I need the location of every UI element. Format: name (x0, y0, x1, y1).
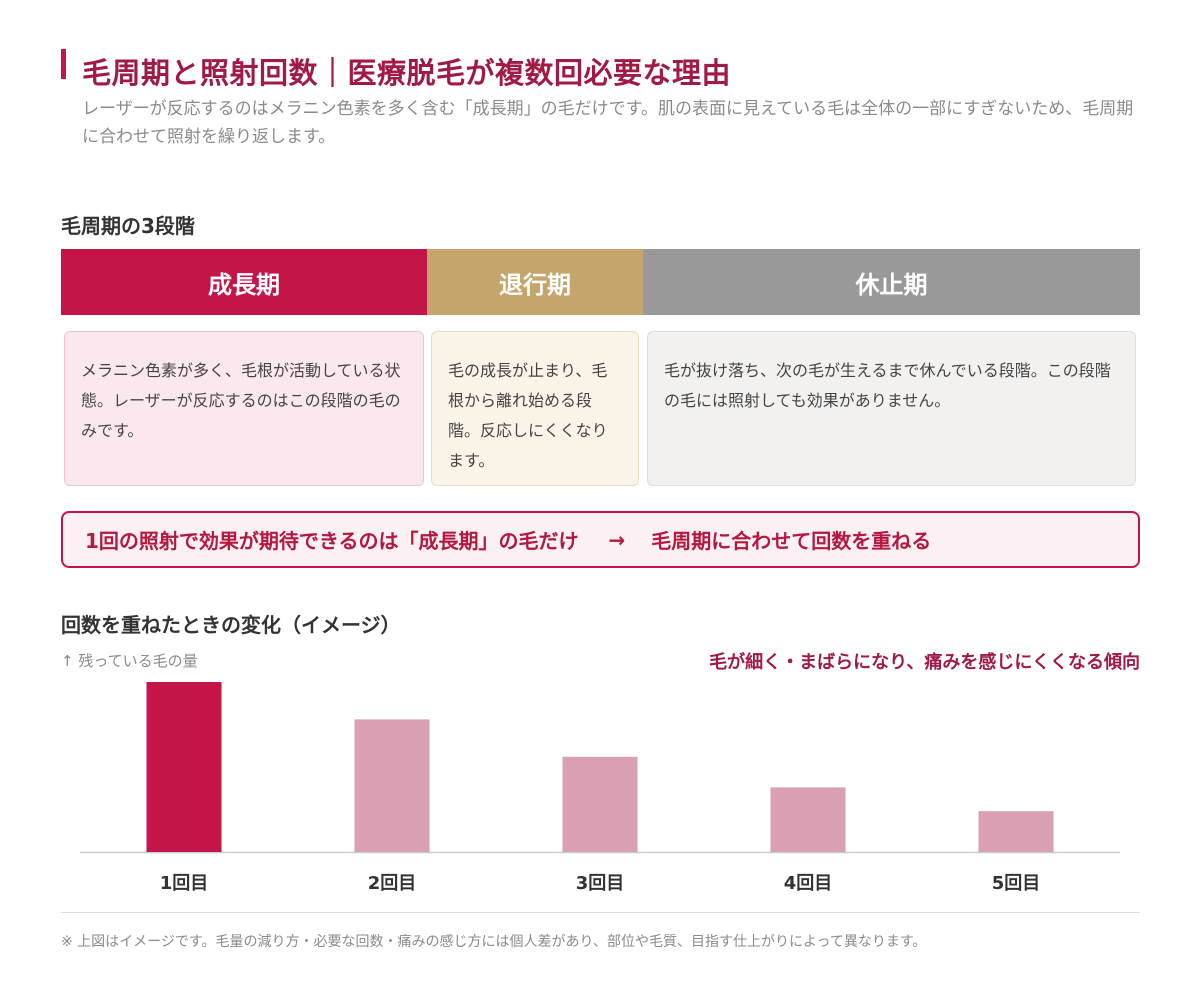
stage-header-telogen: 休止期 (643, 249, 1140, 315)
page-subtitle: レーザーが反応するのはメラニン色素を多く含む「成長期」の毛だけです。肌の表面に見… (82, 99, 1134, 147)
bar-2 (354, 719, 430, 852)
x-tick-label-1: 1回目 (160, 873, 209, 894)
x-tick-label-5: 5回目 (992, 873, 1041, 894)
footnote: ※ 上図はイメージです。毛量の減り方・必要な回数・痛みの感じ方には個人差があり、… (61, 934, 927, 950)
change-heading: 回数を重ねたときの変化（イメージ） (61, 613, 401, 637)
footnote-divider (61, 912, 1140, 913)
stage-card-catagen: 毛の成長が止まり、毛根から離れ始める段階。反応しにくくなります。 (431, 331, 639, 486)
stage-header-anagen: 成長期 (61, 249, 427, 315)
bar-5 (978, 811, 1054, 852)
callout-conclusion: 毛周期に合わせて回数を重ねる (651, 529, 932, 553)
arrow-right-icon: → (608, 527, 626, 552)
x-tick-label-4: 4回目 (784, 873, 833, 894)
bar-1 (146, 682, 222, 852)
key-point-callout: 1回の照射で効果が期待できるのは「成長期」の毛だけ → 毛周期に合わせて回数を重… (61, 511, 1140, 568)
title-accent-bar (61, 49, 66, 79)
stage-card-telogen: 毛が抜け落ち、次の毛が生えるまで休んでいる段階。この段階の毛には照射しても効果が… (647, 331, 1136, 486)
stage-card-anagen: メラニン色素が多く、毛根が活動している状態。レーザーが反応するのはこの段階の毛の… (64, 331, 424, 486)
bar-4 (770, 787, 846, 852)
y-axis-note: ↑ 残っている毛の量 (61, 652, 198, 670)
page-title: 毛周期と照射回数｜医療脱毛が複数回必要な理由 (82, 56, 732, 90)
cycle-heading: 毛周期の3段階 (61, 214, 195, 238)
callout-condition: 1回の照射で効果が期待できるのは「成長期」の毛だけ (85, 529, 579, 553)
x-tick-label-2: 2回目 (368, 873, 417, 894)
x-tick-label-3: 3回目 (576, 873, 625, 894)
bar-3 (562, 756, 638, 852)
trend-note: 毛が細く・まばらになり、痛みを感じにくくなる傾向 (709, 652, 1140, 673)
stage-header-catagen: 退行期 (427, 249, 643, 315)
